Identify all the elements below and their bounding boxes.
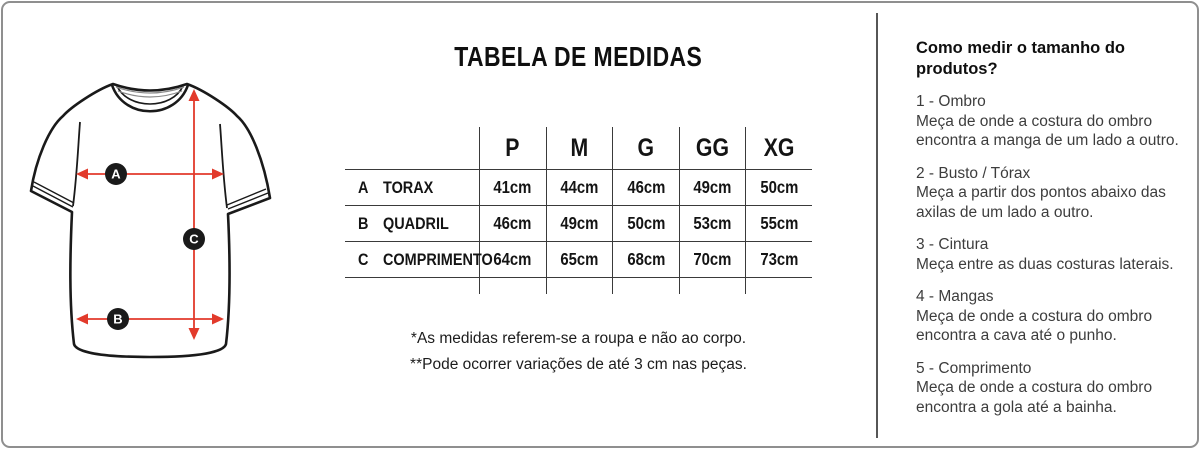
guide-item-title: 1 - Ombro (916, 93, 986, 110)
guide-item-title: 5 - Comprimento (916, 359, 1032, 377)
table-cell: 65cm (545, 241, 613, 277)
marker-a (105, 163, 127, 185)
table-cell: 64cm (479, 241, 546, 277)
table-cell: 53cm (678, 205, 746, 241)
tshirt-diagram: A C B (29, 82, 272, 359)
table-cell: 44cm (545, 169, 613, 205)
table-cell: 68cm (612, 241, 679, 277)
table-cell: 41cm (479, 169, 546, 205)
tshirt-armhole-right (219, 123, 228, 209)
size-chart-title-text: TABELA DE MEDIDAS (454, 41, 703, 72)
size-table: P M G GG XG A TORAX 41cm 44cm 46cm 49cm … (345, 127, 812, 294)
tshirt-outline (29, 82, 272, 359)
column-header-gg: GG (678, 127, 746, 169)
row-label-quadril: B QUADRIL (345, 205, 479, 241)
guide-item-cintura: 3 - Cintura Meça entre as duas costuras … (916, 235, 1190, 274)
table-cell: 55cm (745, 205, 812, 241)
column-header-g: G (612, 127, 679, 169)
table-cell: 73cm (745, 241, 812, 277)
guide-item-title: 3 - Cintura (916, 236, 989, 253)
column-header-xg: XG (745, 127, 812, 169)
table-spacer (545, 277, 613, 294)
row-label-torax: A TORAX (345, 169, 479, 205)
marker-a-letter: A (111, 167, 121, 182)
table-spacer (345, 277, 479, 294)
table-cell: 49cm (545, 205, 613, 241)
row-label-comprimento: C COMPRIMENTO (345, 241, 493, 277)
marker-c-letter: C (189, 232, 199, 247)
guide-item-text: Meça de onde a costura do ombro encontra… (916, 112, 1179, 150)
guide-item-text: Meça a partir dos pontos abaixo das axil… (916, 184, 1166, 221)
column-header-p: P (479, 127, 546, 169)
marker-b-letter: B (113, 312, 122, 327)
tshirt-collar-outer (110, 84, 190, 113)
marker-c (183, 228, 205, 250)
table-corner-cell (345, 127, 479, 169)
table-cell: 70cm (678, 241, 746, 277)
size-chart-title: TABELA DE MEDIDAS (345, 41, 812, 73)
table-cell: 46cm (479, 205, 546, 241)
marker-b (107, 308, 129, 330)
guide-item-title: 2 - Busto / Tórax (916, 164, 1031, 182)
footnotes: *As medidas referem-se a roupa e não ao … (345, 331, 812, 383)
tshirt-cuff-stripes-right (226, 188, 269, 210)
table-spacer (479, 277, 546, 294)
vertical-divider (876, 13, 878, 438)
guide-item-ombro: 1 - Ombro Meça de onde a costura do ombr… (916, 92, 1190, 151)
table-spacer (678, 277, 746, 294)
footnote-2: **Pode ocorrer variações de até 3 cm nas… (410, 356, 747, 373)
measure-arrow-c: C (183, 89, 205, 340)
measure-arrow-a: A (76, 163, 224, 185)
guide-title: Como medir o tamanho do produtos? (916, 39, 1126, 78)
table-cell: 50cm (612, 205, 679, 241)
guide-item-comprimento: 5 - Comprimento Meça de onde a costura d… (916, 359, 1190, 418)
tshirt-cuff-stripes-left (32, 181, 75, 208)
guide-item-title: 4 - Mangas (916, 288, 994, 305)
table-spacer (612, 277, 679, 294)
measure-arrow-b: B (76, 308, 224, 330)
footnote-1: *As medidas referem-se a roupa e não ao … (410, 330, 747, 347)
table-spacer (745, 277, 812, 294)
column-header-m: M (545, 127, 613, 169)
guide-item-text: Meça entre as duas costuras laterais. (916, 255, 1174, 273)
guide-item-text: Meça de onde a costura do ombro encontra… (916, 307, 1153, 345)
tshirt-collar-ribbing (115, 86, 185, 98)
guide-item-busto-torax: 2 - Busto / Tórax Meça a partir dos pont… (916, 164, 1190, 223)
guide-item-text: Meça de onde a costura do ombro encontra… (916, 379, 1153, 416)
table-cell: 50cm (745, 169, 812, 205)
measure-guide: Como medir o tamanho do produtos? 1 - Om… (916, 38, 1190, 430)
tshirt-armhole-left (72, 121, 81, 207)
table-cell: 49cm (678, 169, 746, 205)
table-cell: 46cm (612, 169, 679, 205)
guide-item-mangas: 4 - Mangas Meça de onde a costura do omb… (916, 287, 1190, 346)
